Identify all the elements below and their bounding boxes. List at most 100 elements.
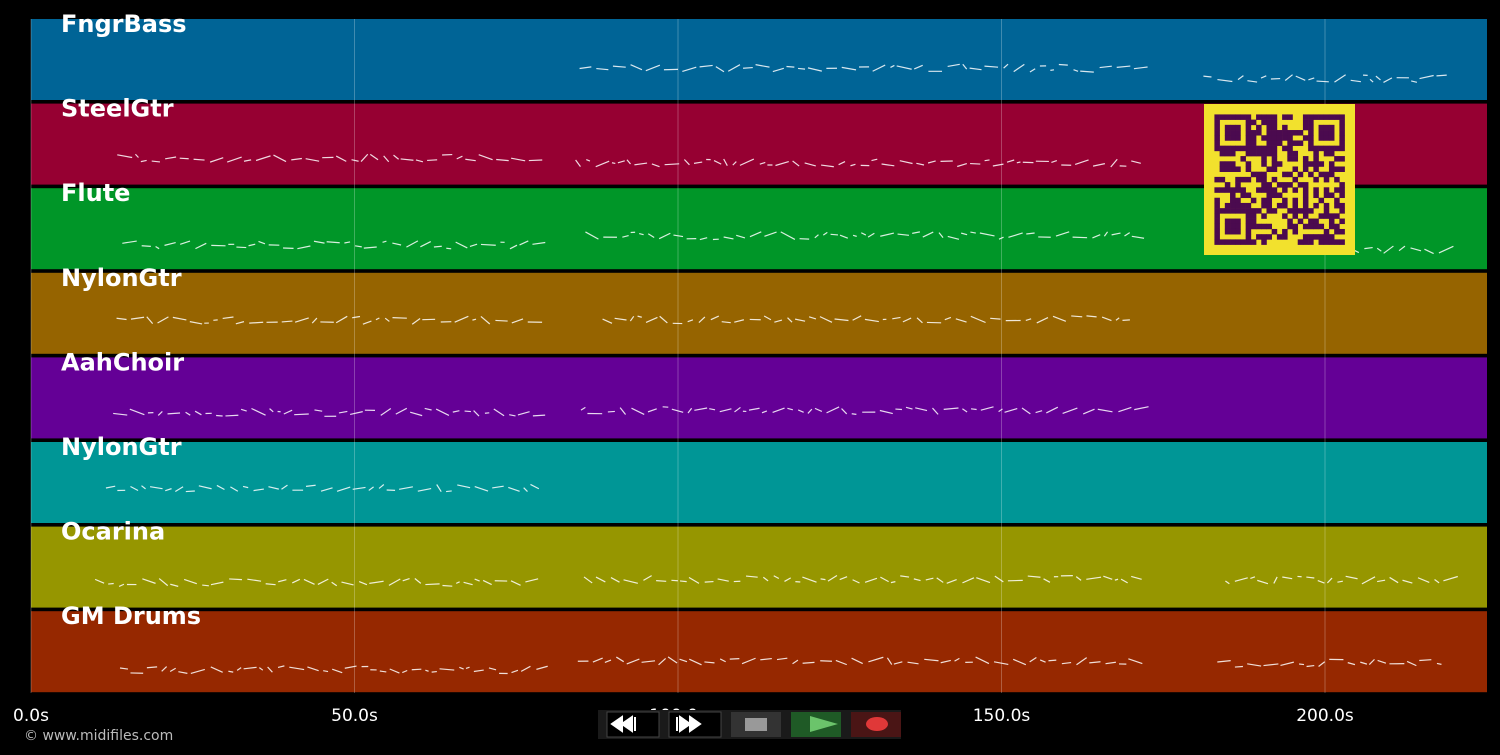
note: [656, 580, 667, 582]
qr-module: [1276, 202, 1283, 209]
note: [784, 577, 792, 582]
qr-module: [1323, 213, 1330, 219]
qr-module: [1240, 114, 1246, 120]
qr-module: [1287, 140, 1293, 146]
note: [1035, 410, 1043, 414]
note: [411, 317, 421, 325]
note: [341, 581, 354, 586]
note: [183, 578, 197, 585]
qr-module: [1308, 114, 1314, 120]
qr-module: [1292, 130, 1299, 136]
qr-module: [1271, 166, 1278, 172]
note: [852, 234, 857, 237]
qr-module: [1323, 150, 1330, 157]
stop-button[interactable]: [731, 712, 781, 737]
note: [473, 410, 480, 417]
qr-module: [1323, 145, 1330, 152]
qr-module: [1256, 124, 1262, 131]
note: [331, 668, 343, 674]
note: [427, 159, 438, 162]
note: [1376, 247, 1382, 252]
qr-module: [1230, 218, 1236, 225]
qr-module: [1328, 166, 1335, 172]
note: [536, 665, 548, 670]
qr-module: [1271, 114, 1278, 120]
qr-module: [1313, 114, 1319, 120]
qr-module: [1256, 187, 1262, 193]
note: [113, 412, 128, 416]
qr-module: [1287, 150, 1293, 157]
note: [352, 315, 361, 319]
note: [323, 670, 329, 673]
qr-module: [1276, 161, 1283, 167]
qr-module: [1214, 208, 1220, 214]
qr-module: [1334, 223, 1340, 230]
note: [957, 162, 968, 168]
forward-button[interactable]: [668, 711, 722, 738]
play-button[interactable]: [791, 712, 841, 737]
note: [772, 407, 785, 414]
qr-module: [1271, 228, 1278, 235]
note: [905, 406, 913, 410]
qr-module: [1245, 161, 1252, 167]
qr-module: [1219, 208, 1226, 214]
note: [249, 321, 264, 324]
note: [350, 411, 363, 416]
qr-module: [1240, 176, 1246, 183]
note: [664, 163, 680, 166]
note: [629, 315, 635, 322]
note: [142, 578, 156, 584]
qr-module: [1287, 208, 1293, 214]
note: [1131, 575, 1142, 580]
note: [108, 582, 114, 585]
note: [141, 245, 151, 247]
note: [961, 232, 968, 236]
note: [617, 160, 625, 164]
qr-module: [1282, 187, 1288, 193]
qr-module: [1271, 124, 1278, 131]
note: [1134, 406, 1149, 411]
note: [839, 234, 849, 239]
note: [119, 667, 129, 670]
note: [320, 487, 333, 492]
note: [178, 671, 188, 674]
rewind-button[interactable]: [606, 711, 660, 738]
note: [992, 163, 1004, 167]
note: [764, 231, 777, 237]
note: [251, 407, 266, 416]
note: [480, 315, 491, 325]
note: [1364, 246, 1373, 250]
qr-module: [1287, 135, 1293, 141]
qr-module: [1230, 145, 1236, 152]
note: [970, 231, 976, 234]
note: [944, 316, 952, 321]
note: [335, 315, 348, 324]
qr-module: [1230, 202, 1236, 209]
note: [1029, 68, 1036, 73]
note: [129, 408, 145, 416]
qr-module: [1214, 218, 1220, 225]
note: [179, 157, 189, 160]
note: [442, 584, 453, 587]
qr-module: [1302, 182, 1309, 188]
qr-module: [1266, 202, 1272, 209]
qr-module: [1250, 130, 1257, 136]
note: [326, 241, 340, 244]
qr-module: [1224, 223, 1231, 230]
qr-module: [1256, 150, 1262, 157]
note: [509, 414, 516, 417]
note: [592, 657, 603, 663]
note: [157, 316, 169, 324]
qr-module: [1256, 171, 1262, 178]
qr-module: [1287, 218, 1293, 225]
note: [913, 64, 923, 70]
note: [899, 160, 913, 165]
qr-module: [1282, 197, 1288, 204]
note: [1082, 408, 1095, 415]
qr-module: [1313, 166, 1319, 172]
note: [446, 490, 452, 493]
qr-module: [1287, 130, 1293, 136]
record-button[interactable]: [851, 712, 901, 737]
qr-module: [1302, 187, 1309, 193]
qr-module: [1266, 114, 1272, 120]
